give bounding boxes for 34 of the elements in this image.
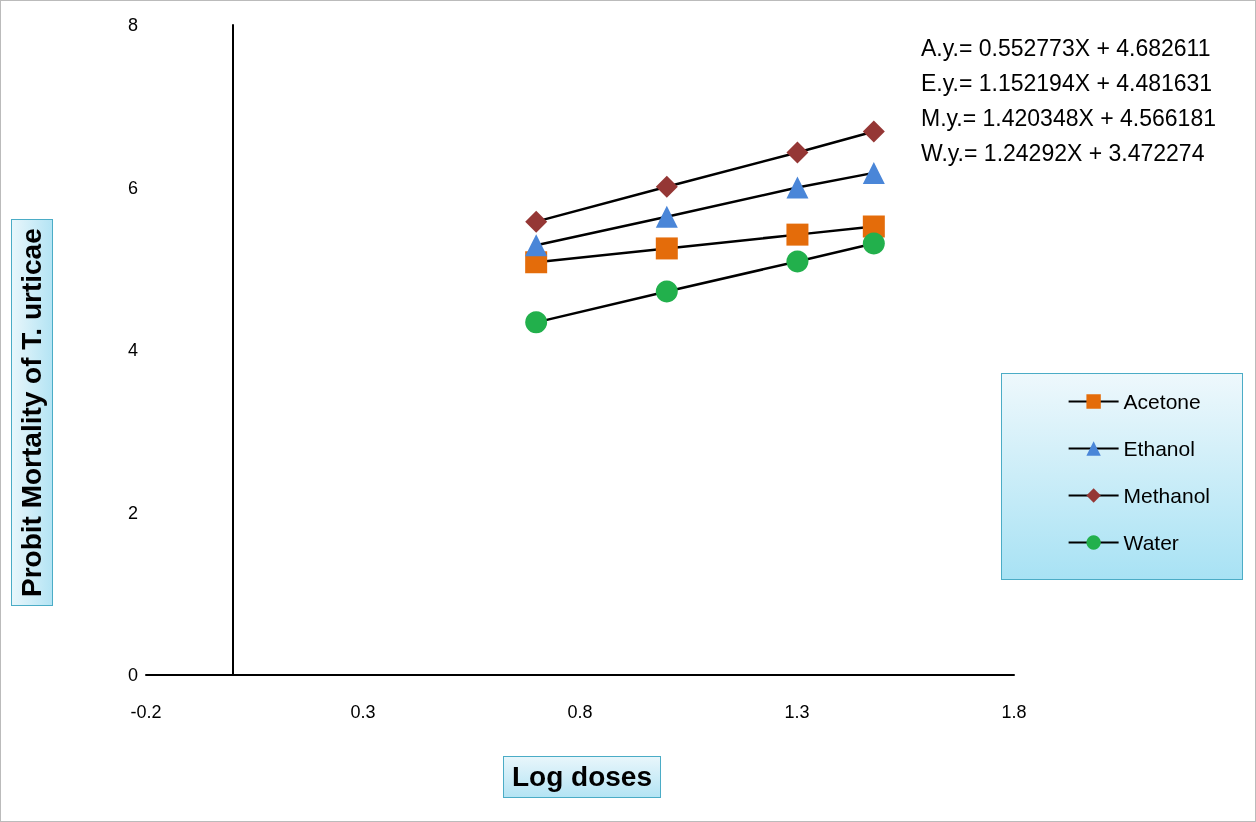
point	[525, 311, 548, 334]
point	[525, 210, 548, 233]
x-tick-label: 0.8	[567, 702, 593, 722]
x-axis-title: Log doses	[503, 756, 662, 798]
x-tick-label: 1.8	[1001, 702, 1027, 722]
annotation: E.y.= 1.152194X + 4.481631	[921, 69, 1214, 98]
point	[862, 120, 885, 143]
y-tick-label: 8	[127, 15, 138, 35]
point	[862, 232, 885, 255]
y-tick-label: 6	[127, 177, 138, 198]
point	[786, 250, 809, 273]
point	[655, 205, 678, 228]
legend-label: Ethanol	[1123, 437, 1195, 460]
annotation: W.y.= 1.24292X + 3.472274	[921, 139, 1206, 168]
point	[786, 223, 809, 246]
point	[786, 176, 809, 199]
point	[862, 161, 885, 184]
y-tick-label: 0	[127, 665, 138, 685]
legend-label: Acetone	[1123, 390, 1201, 413]
x-tick-label: 0.3	[350, 702, 376, 722]
y-axis-title: Probit Mortality of T. urticae	[11, 219, 53, 606]
annotation: M.y.= 1.420348X + 4.566181	[921, 104, 1216, 133]
legend-label: Methanol	[1123, 484, 1210, 507]
annotation: A.y.= 0.552773X + 4.682611	[921, 34, 1212, 63]
point	[655, 280, 678, 303]
x-tick-label: 1.3	[784, 702, 810, 722]
point	[655, 175, 678, 198]
point	[655, 237, 678, 260]
point	[786, 141, 809, 164]
y-tick-label: 4	[127, 340, 138, 360]
y-tick-label: 2	[127, 502, 138, 523]
legend-label: Water	[1123, 531, 1179, 554]
x-tick-label: -0.2	[130, 702, 162, 722]
point	[525, 234, 548, 257]
